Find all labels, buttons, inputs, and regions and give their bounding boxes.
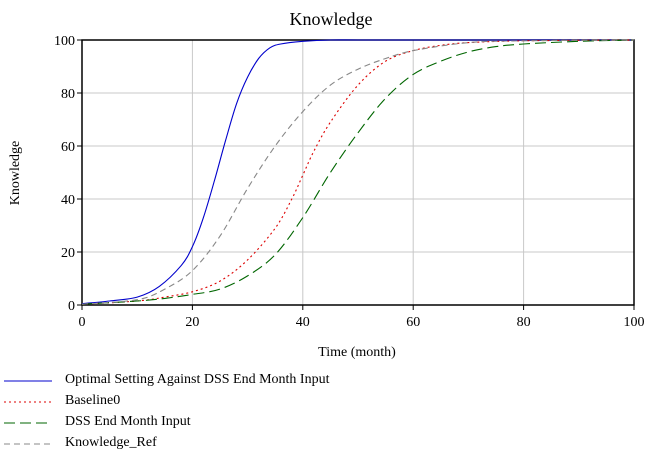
plot-area bbox=[81, 39, 635, 306]
y-axis-label: Knowledge bbox=[8, 141, 23, 206]
y-tick-label: 0 bbox=[68, 299, 75, 314]
series-line-2 bbox=[81, 39, 635, 305]
legend-swatch bbox=[4, 380, 52, 382]
legend-label: Baseline0 bbox=[65, 393, 121, 408]
legend-label: Knowledge_Ref bbox=[65, 435, 157, 450]
series-line-1 bbox=[81, 39, 635, 305]
y-tick-label: 60 bbox=[61, 140, 75, 155]
series-line-0 bbox=[81, 39, 634, 305]
y-tick-label: 20 bbox=[61, 246, 75, 261]
x-tick-label: 20 bbox=[185, 315, 199, 330]
legend-swatch bbox=[4, 401, 52, 403]
legend-label: Optimal Setting Against DSS End Month In… bbox=[65, 372, 330, 387]
legend-item: Baseline0 bbox=[0, 391, 663, 411]
x-axis-label: Time (month) bbox=[318, 345, 396, 360]
x-tick-label: 80 bbox=[517, 315, 531, 330]
x-tick-label: 0 bbox=[79, 315, 86, 330]
x-tick-label: 60 bbox=[406, 315, 420, 330]
legend-item: Knowledge_Ref bbox=[0, 433, 663, 453]
x-tick-label: 100 bbox=[624, 315, 645, 330]
legend-item: DSS End Month Input bbox=[0, 412, 663, 432]
legend-swatch bbox=[4, 443, 52, 445]
y-tick-label: 40 bbox=[61, 193, 75, 208]
legend-label: DSS End Month Input bbox=[65, 414, 191, 429]
legend-item: Optimal Setting Against DSS End Month In… bbox=[0, 370, 663, 390]
axis-ticks: 0 20 40 60 80 100 0 20 40 60 80 100 bbox=[54, 34, 645, 330]
chart-canvas: Knowledge 0 20 40 60 80 100 0 20 40 60 80 100 Time … bbox=[8, 9, 645, 360]
series-lines bbox=[81, 39, 635, 305]
gridlines bbox=[82, 40, 634, 305]
y-tick-label: 80 bbox=[61, 87, 75, 102]
x-tick-label: 40 bbox=[296, 315, 310, 330]
series-line-3 bbox=[81, 39, 635, 305]
chart-title: Knowledge bbox=[290, 9, 373, 29]
y-tick-label: 100 bbox=[54, 34, 75, 49]
legend-swatch bbox=[4, 422, 52, 424]
